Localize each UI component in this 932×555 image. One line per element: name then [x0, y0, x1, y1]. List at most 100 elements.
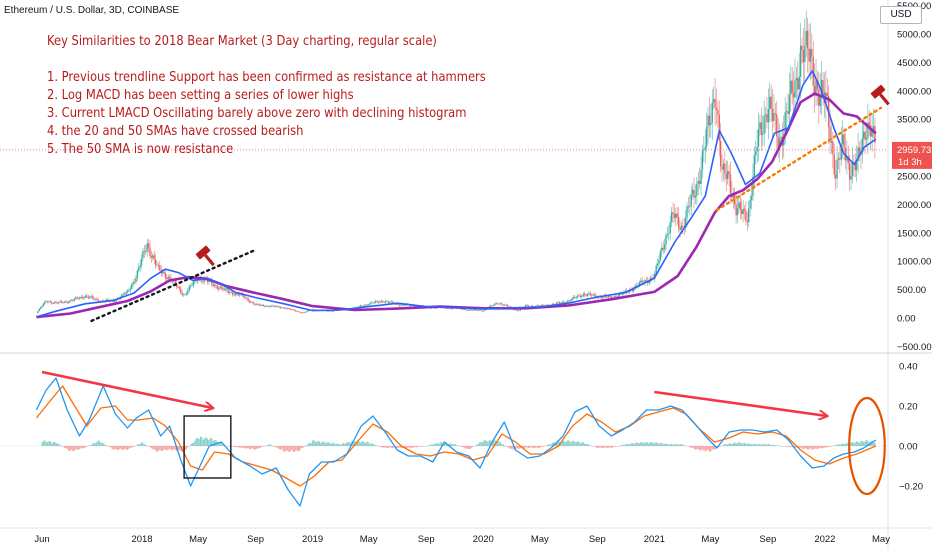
histogram-bar [711, 446, 713, 450]
candle-body [613, 296, 615, 298]
candle-body [621, 293, 624, 295]
histogram-bar [213, 439, 216, 446]
candle-body [762, 133, 764, 135]
histogram-bar [418, 446, 420, 447]
histogram-bar [100, 442, 102, 446]
price-axis-tick-label: 500.00 [897, 285, 926, 296]
histogram-bar [330, 443, 332, 446]
candle-body [446, 308, 448, 309]
histogram-bar [164, 446, 166, 450]
candle-body [41, 306, 43, 308]
candle-body [121, 294, 123, 298]
histogram-bar [340, 444, 342, 446]
histogram-bar [452, 444, 454, 446]
currency-button[interactable]: USD [880, 6, 922, 24]
histogram-bar [757, 444, 760, 446]
histogram-bar [380, 446, 382, 448]
candle-body [787, 111, 789, 114]
histogram-bar [359, 442, 361, 446]
candle-body [837, 158, 840, 160]
candle-body [168, 276, 171, 279]
histogram-bar [825, 446, 827, 448]
candle-body [819, 95, 821, 106]
candle-body [526, 305, 528, 306]
candle-body [146, 243, 148, 252]
histogram-bar [428, 445, 430, 446]
histogram-bar [605, 446, 607, 448]
candle-body [872, 126, 875, 132]
candle-body [854, 163, 856, 171]
candle-body [86, 295, 88, 297]
candle-body [499, 303, 502, 305]
histogram-bar [642, 443, 645, 446]
histogram-bar [692, 446, 694, 448]
histogram-bar [93, 442, 95, 446]
histogram-bar [170, 446, 172, 451]
histogram-bar [372, 443, 374, 446]
histogram-bar [226, 446, 228, 447]
candle-body [756, 146, 758, 152]
candle-body [568, 300, 570, 302]
histogram-bar [589, 445, 591, 446]
histogram-bar [119, 446, 122, 449]
histogram-bar [108, 446, 110, 447]
candle-body [700, 169, 702, 184]
candle-body [292, 309, 294, 311]
candle-body [633, 288, 635, 292]
candle-body [593, 294, 596, 296]
histogram-bar [115, 446, 117, 450]
time-axis-tick-label: 2019 [302, 534, 323, 545]
histogram-bar [149, 446, 151, 447]
candle-body [133, 282, 136, 283]
candle-body [72, 300, 74, 302]
candle-body [560, 303, 562, 304]
histogram-bar [225, 445, 227, 446]
candle-body [192, 281, 195, 286]
histogram-bar [220, 443, 223, 446]
histogram-bar [122, 446, 124, 450]
candle-body [384, 301, 387, 303]
time-axis-tick-label: 2021 [644, 534, 665, 545]
histogram-bar [722, 444, 725, 446]
histogram-bar [728, 443, 730, 446]
histogram-bar [470, 446, 472, 449]
histogram-bar [241, 446, 244, 448]
histogram-bar [361, 441, 363, 446]
histogram-bar [41, 442, 43, 446]
histogram-bar [44, 440, 46, 446]
histogram-bar [199, 436, 202, 446]
histogram-bar [804, 446, 806, 449]
histogram-bar [635, 442, 638, 446]
histogram-bar [612, 446, 614, 448]
candle-body [675, 213, 677, 219]
candle-body [229, 292, 231, 293]
histogram-bar [851, 442, 854, 446]
histogram-bar [800, 446, 802, 448]
candle-body [640, 280, 642, 283]
histogram-bar [808, 446, 810, 450]
histogram-bar [689, 446, 691, 448]
candle-body [65, 301, 67, 303]
symbol-label[interactable]: Ethereum / U.S. Dollar, 3D, COINBASE [4, 5, 180, 16]
histogram-bar [506, 446, 509, 447]
histogram-bar [707, 446, 709, 450]
histogram-bar [462, 446, 464, 447]
histogram-bar [651, 442, 653, 446]
candle-body [201, 278, 203, 282]
last-price-label: 2959.73 [897, 145, 931, 156]
histogram-bar [112, 446, 115, 450]
histogram-bar [822, 446, 824, 449]
candle-body [515, 309, 517, 311]
candle-body [763, 115, 765, 134]
histogram-bar [748, 443, 750, 446]
histogram-bar [49, 441, 52, 446]
candle-body [651, 277, 653, 279]
hammer-icon-2022 [870, 84, 890, 106]
candle-body [742, 208, 744, 215]
candle-body [851, 161, 854, 176]
histogram-bar [101, 442, 103, 446]
histogram-bar [783, 446, 785, 447]
histogram-bar [197, 438, 199, 446]
histogram-bar [126, 446, 129, 450]
histogram-bar [358, 441, 360, 446]
